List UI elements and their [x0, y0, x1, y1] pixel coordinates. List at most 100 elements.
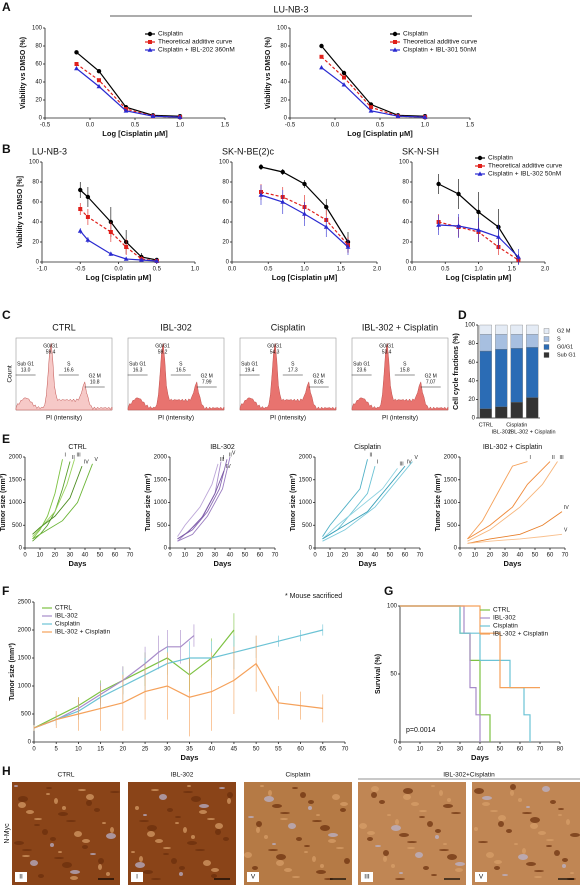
- ihc-texture: [30, 860, 38, 866]
- ihc-texture: [447, 854, 457, 860]
- y-tick-label: 1500: [18, 656, 32, 662]
- gate-value: 17.3: [288, 367, 298, 373]
- survival-curve: [400, 605, 491, 742]
- marker: [123, 256, 129, 261]
- marker: [436, 222, 441, 227]
- ihc-texture: [46, 793, 50, 795]
- legend-marker: [393, 40, 397, 44]
- ihc-texture: [203, 860, 211, 866]
- y-tick-label: 80: [402, 180, 409, 186]
- y-tick-label: 0: [19, 546, 23, 552]
- image-label: V: [251, 874, 256, 881]
- marker: [139, 257, 144, 262]
- marker: [85, 215, 90, 219]
- ihc-texture: [566, 819, 570, 825]
- ihc-texture: [534, 876, 542, 878]
- x-tick-label: 10: [472, 553, 479, 559]
- ihc-texture: [167, 808, 173, 812]
- legend-label: Cisplatin: [493, 623, 518, 630]
- x-tick-label: 50: [242, 553, 249, 559]
- ihc-texture: [187, 841, 197, 845]
- histogram-title: CTRL: [52, 322, 76, 332]
- ihc-texture: [411, 802, 419, 806]
- ihc-texture: [94, 808, 100, 812]
- bar-segment: [495, 406, 508, 419]
- x-tick-label: 40: [517, 553, 524, 559]
- y-tick-label: 0: [39, 116, 43, 122]
- ihc-texture: [78, 789, 86, 791]
- marker: [302, 211, 307, 216]
- ihc-texture: [22, 849, 32, 851]
- x-tick-label: 25: [142, 747, 149, 753]
- ihc-texture: [58, 812, 68, 816]
- x-axis-label: Days: [181, 753, 199, 762]
- legend-label: Cisplatin + IBL-302 50nM: [488, 171, 561, 178]
- ihc-texture: [443, 843, 447, 845]
- series-line: [321, 45, 426, 117]
- marker: [476, 209, 481, 215]
- ihc-texture: [22, 855, 30, 857]
- y-axis-label: Viability vs DMSO (%): [20, 37, 27, 109]
- ihc-texture: [292, 876, 300, 878]
- y-axis-label: N-Myc: [4, 823, 11, 844]
- y-tick-label: 40: [280, 80, 287, 86]
- chart-title: LU-NB-3: [32, 146, 67, 156]
- x-tick-label: 0: [168, 553, 172, 559]
- ihc-texture: [131, 851, 135, 853]
- legend-marker: [147, 47, 153, 52]
- x-tick-label: 0: [23, 553, 27, 559]
- bar-segment: [510, 348, 523, 403]
- line-label: IV: [407, 459, 412, 465]
- marker: [108, 251, 114, 256]
- x-tick-label: 70: [127, 553, 134, 559]
- ihc-texture: [431, 785, 435, 787]
- ihc-texture: [403, 794, 411, 800]
- gate-name: Sub G1: [17, 361, 34, 367]
- series-line: [33, 635, 195, 729]
- y-tick-label: 0: [226, 260, 230, 266]
- marker: [319, 65, 324, 70]
- panel-letter: C: [2, 308, 11, 322]
- line-label: III: [77, 453, 81, 459]
- ihc-texture: [308, 800, 314, 804]
- bar-segment: [526, 397, 539, 419]
- ihc-texture: [276, 860, 284, 866]
- ihc-image: [12, 782, 120, 885]
- y-tick-label: 40: [222, 220, 229, 226]
- ihc-texture: [163, 847, 171, 849]
- series-line: [177, 470, 225, 540]
- gate-name: S: [291, 361, 295, 367]
- x-tick-label: 1.5: [221, 123, 230, 129]
- legend-label: IBL-302 + Cisplatin: [493, 631, 548, 638]
- ihc-texture: [139, 820, 149, 822]
- ihc-texture: [62, 806, 66, 810]
- panel-letter: E: [2, 432, 10, 446]
- ihc-texture: [268, 849, 278, 851]
- y-tick-label: 500: [12, 523, 23, 529]
- legend-label: Cisplatin: [403, 31, 428, 38]
- x-tick-label: 30: [357, 553, 364, 559]
- y-axis-label: Tumor size (mm³): [145, 474, 152, 532]
- ihc-texture: [50, 837, 56, 841]
- ihc-texture: [42, 829, 48, 835]
- bar-segment: [510, 334, 523, 349]
- x-axis-label: Days: [359, 559, 377, 568]
- ihc-texture: [90, 853, 96, 855]
- ihc-texture: [431, 874, 437, 876]
- y-axis-label: Count: [7, 365, 14, 383]
- ihc-texture: [135, 862, 145, 868]
- gate-name: Sub G1: [353, 361, 370, 367]
- x-tick-label: 0.0: [228, 267, 237, 273]
- gate-name: G0/G1: [155, 343, 170, 349]
- bar-segment: [526, 324, 539, 335]
- ihc-texture: [399, 833, 409, 837]
- series-line: [76, 51, 181, 117]
- x-tick-label: 50: [253, 747, 260, 753]
- ihc-texture: [474, 788, 484, 794]
- gate-value: 59.4: [46, 349, 56, 355]
- y-tick-label: 50: [390, 672, 397, 678]
- ihc-texture: [300, 792, 306, 798]
- y-tick-label: 1500: [444, 477, 458, 483]
- ihc-texture: [288, 823, 296, 829]
- ihc-texture: [419, 816, 425, 818]
